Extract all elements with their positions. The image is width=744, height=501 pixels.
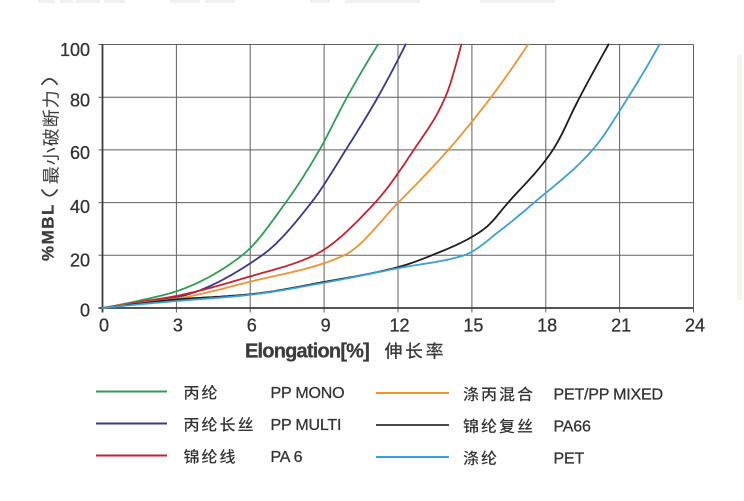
svg-text:20: 20 xyxy=(70,250,90,270)
svg-text:100: 100 xyxy=(60,40,90,60)
svg-text:0: 0 xyxy=(99,316,109,336)
svg-text:15: 15 xyxy=(463,316,483,336)
svg-text:0: 0 xyxy=(80,301,90,321)
svg-text:24: 24 xyxy=(685,316,705,336)
svg-text:40: 40 xyxy=(70,197,90,217)
svg-text:PA 6: PA 6 xyxy=(271,449,303,466)
svg-text:PET: PET xyxy=(554,451,585,468)
svg-text:PP MONO: PP MONO xyxy=(271,385,345,402)
svg-text:%MBL: %MBL xyxy=(39,203,58,261)
svg-text:12: 12 xyxy=(389,316,409,336)
svg-text:PA66: PA66 xyxy=(554,419,591,436)
svg-text:6: 6 xyxy=(247,316,257,336)
svg-text:9: 9 xyxy=(321,316,331,336)
svg-text:3: 3 xyxy=(173,316,183,336)
svg-text:60: 60 xyxy=(70,143,90,163)
svg-text:PP MULTI: PP MULTI xyxy=(271,417,342,434)
svg-text:21: 21 xyxy=(611,316,631,336)
svg-text:Elongation[%]: Elongation[%] xyxy=(245,341,369,363)
svg-text:18: 18 xyxy=(537,316,557,336)
svg-text:PET/PP MIXED: PET/PP MIXED xyxy=(554,387,663,404)
svg-text:80: 80 xyxy=(70,91,90,111)
